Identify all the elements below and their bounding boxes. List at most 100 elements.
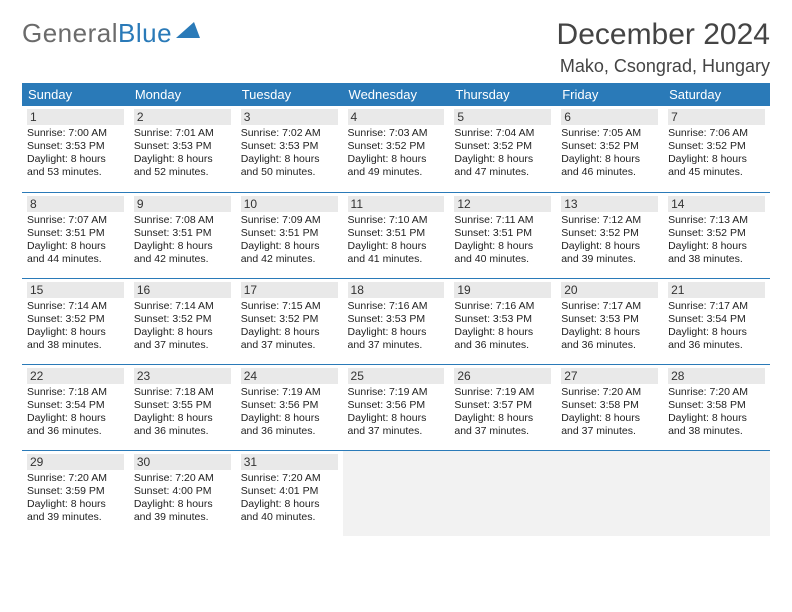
sunset-text: Sunset: 3:52 PM — [27, 313, 124, 326]
daylight-text: and 39 minutes. — [134, 511, 231, 524]
calendar-day-cell: 8Sunrise: 7:07 AMSunset: 3:51 PMDaylight… — [22, 192, 129, 278]
weekday-header: Monday — [129, 83, 236, 106]
calendar-day-cell: 24Sunrise: 7:19 AMSunset: 3:56 PMDayligh… — [236, 364, 343, 450]
calendar-day-cell — [556, 450, 663, 536]
day-number: 8 — [27, 196, 124, 212]
sunset-text: Sunset: 3:58 PM — [561, 399, 658, 412]
daylight-text: Daylight: 8 hours — [668, 412, 765, 425]
weekday-header: Thursday — [449, 83, 556, 106]
day-number: 4 — [348, 109, 445, 125]
calendar-day-cell: 1Sunrise: 7:00 AMSunset: 3:53 PMDaylight… — [22, 106, 129, 192]
daylight-text: and 42 minutes. — [241, 253, 338, 266]
calendar-day-cell: 17Sunrise: 7:15 AMSunset: 3:52 PMDayligh… — [236, 278, 343, 364]
sunrise-text: Sunrise: 7:17 AM — [668, 300, 765, 313]
calendar-week-row: 8Sunrise: 7:07 AMSunset: 3:51 PMDaylight… — [22, 192, 770, 278]
calendar-day-cell: 29Sunrise: 7:20 AMSunset: 3:59 PMDayligh… — [22, 450, 129, 536]
daylight-text: Daylight: 8 hours — [454, 326, 551, 339]
sunrise-text: Sunrise: 7:16 AM — [348, 300, 445, 313]
daylight-text: and 40 minutes. — [241, 511, 338, 524]
daylight-text: and 36 minutes. — [561, 339, 658, 352]
calendar-day-cell: 2Sunrise: 7:01 AMSunset: 3:53 PMDaylight… — [129, 106, 236, 192]
daylight-text: Daylight: 8 hours — [241, 326, 338, 339]
day-number: 3 — [241, 109, 338, 125]
sunset-text: Sunset: 3:52 PM — [454, 140, 551, 153]
day-number: 29 — [27, 454, 124, 470]
day-number: 17 — [241, 282, 338, 298]
calendar-day-cell: 14Sunrise: 7:13 AMSunset: 3:52 PMDayligh… — [663, 192, 770, 278]
daylight-text: Daylight: 8 hours — [561, 153, 658, 166]
daylight-text: and 36 minutes. — [454, 339, 551, 352]
day-number: 6 — [561, 109, 658, 125]
day-number: 26 — [454, 368, 551, 384]
calendar-day-cell: 21Sunrise: 7:17 AMSunset: 3:54 PMDayligh… — [663, 278, 770, 364]
daylight-text: and 50 minutes. — [241, 166, 338, 179]
daylight-text: Daylight: 8 hours — [668, 153, 765, 166]
daylight-text: and 52 minutes. — [134, 166, 231, 179]
daylight-text: and 38 minutes. — [668, 253, 765, 266]
calendar-day-cell: 10Sunrise: 7:09 AMSunset: 3:51 PMDayligh… — [236, 192, 343, 278]
daylight-text: and 38 minutes. — [27, 339, 124, 352]
calendar-day-cell: 13Sunrise: 7:12 AMSunset: 3:52 PMDayligh… — [556, 192, 663, 278]
sunset-text: Sunset: 3:54 PM — [668, 313, 765, 326]
day-number: 5 — [454, 109, 551, 125]
day-number: 30 — [134, 454, 231, 470]
sunrise-text: Sunrise: 7:01 AM — [134, 127, 231, 140]
day-number: 23 — [134, 368, 231, 384]
sunset-text: Sunset: 3:53 PM — [454, 313, 551, 326]
weekday-header: Wednesday — [343, 83, 450, 106]
sunrise-text: Sunrise: 7:10 AM — [348, 214, 445, 227]
sunset-text: Sunset: 3:53 PM — [561, 313, 658, 326]
sunrise-text: Sunrise: 7:18 AM — [27, 386, 124, 399]
day-number: 27 — [561, 368, 658, 384]
day-number: 18 — [348, 282, 445, 298]
daylight-text: and 37 minutes. — [134, 339, 231, 352]
daylight-text: Daylight: 8 hours — [241, 240, 338, 253]
header: GeneralBlue December 2024 Mako, Csongrad… — [22, 18, 770, 77]
sunset-text: Sunset: 3:51 PM — [241, 227, 338, 240]
daylight-text: Daylight: 8 hours — [134, 326, 231, 339]
sunset-text: Sunset: 3:52 PM — [561, 140, 658, 153]
day-number: 15 — [27, 282, 124, 298]
calendar-day-cell — [663, 450, 770, 536]
sunrise-text: Sunrise: 7:07 AM — [27, 214, 124, 227]
day-number: 2 — [134, 109, 231, 125]
day-number: 28 — [668, 368, 765, 384]
calendar-day-cell: 26Sunrise: 7:19 AMSunset: 3:57 PMDayligh… — [449, 364, 556, 450]
daylight-text: and 47 minutes. — [454, 166, 551, 179]
sunrise-text: Sunrise: 7:19 AM — [348, 386, 445, 399]
daylight-text: Daylight: 8 hours — [134, 412, 231, 425]
sunset-text: Sunset: 3:56 PM — [348, 399, 445, 412]
calendar-day-cell — [343, 450, 450, 536]
calendar-day-cell: 7Sunrise: 7:06 AMSunset: 3:52 PMDaylight… — [663, 106, 770, 192]
day-number: 20 — [561, 282, 658, 298]
sunset-text: Sunset: 4:01 PM — [241, 485, 338, 498]
sunrise-text: Sunrise: 7:03 AM — [348, 127, 445, 140]
sunset-text: Sunset: 3:56 PM — [241, 399, 338, 412]
calendar-week-row: 15Sunrise: 7:14 AMSunset: 3:52 PMDayligh… — [22, 278, 770, 364]
sunrise-text: Sunrise: 7:02 AM — [241, 127, 338, 140]
daylight-text: and 37 minutes. — [454, 425, 551, 438]
daylight-text: Daylight: 8 hours — [561, 240, 658, 253]
calendar-day-cell: 28Sunrise: 7:20 AMSunset: 3:58 PMDayligh… — [663, 364, 770, 450]
daylight-text: and 36 minutes. — [241, 425, 338, 438]
brand-text-2: Blue — [118, 18, 172, 49]
weekday-header: Saturday — [663, 83, 770, 106]
sunset-text: Sunset: 3:53 PM — [241, 140, 338, 153]
sunrise-text: Sunrise: 7:20 AM — [241, 472, 338, 485]
weekday-header: Friday — [556, 83, 663, 106]
daylight-text: and 45 minutes. — [668, 166, 765, 179]
daylight-text: Daylight: 8 hours — [668, 326, 765, 339]
calendar-day-cell: 11Sunrise: 7:10 AMSunset: 3:51 PMDayligh… — [343, 192, 450, 278]
calendar-week-row: 29Sunrise: 7:20 AMSunset: 3:59 PMDayligh… — [22, 450, 770, 536]
sunset-text: Sunset: 3:55 PM — [134, 399, 231, 412]
sunset-text: Sunset: 3:52 PM — [668, 140, 765, 153]
daylight-text: and 41 minutes. — [348, 253, 445, 266]
day-number: 19 — [454, 282, 551, 298]
sunset-text: Sunset: 3:51 PM — [454, 227, 551, 240]
day-number: 14 — [668, 196, 765, 212]
daylight-text: and 40 minutes. — [454, 253, 551, 266]
sunset-text: Sunset: 3:52 PM — [561, 227, 658, 240]
title-block: December 2024 Mako, Csongrad, Hungary — [557, 18, 770, 77]
sunrise-text: Sunrise: 7:04 AM — [454, 127, 551, 140]
calendar-day-cell: 22Sunrise: 7:18 AMSunset: 3:54 PMDayligh… — [22, 364, 129, 450]
